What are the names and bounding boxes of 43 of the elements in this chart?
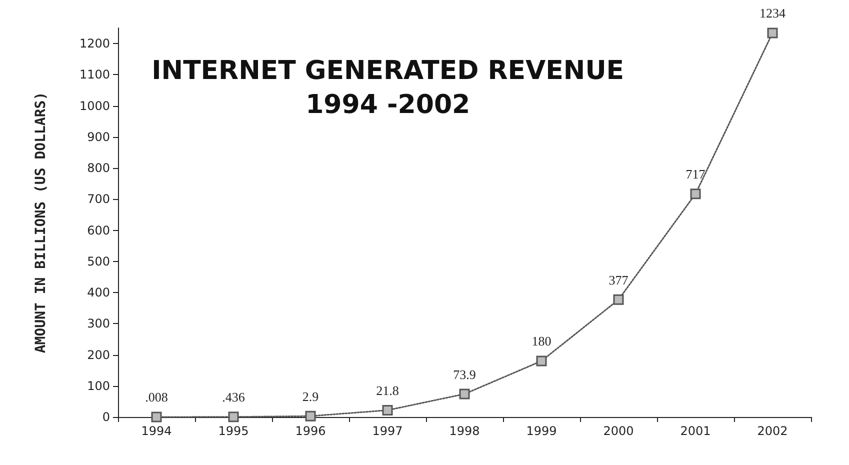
y-tick-label: 300 [87, 316, 110, 331]
text: 1994 -2002 [306, 90, 470, 120]
point [228, 412, 239, 422]
point [305, 410, 316, 422]
y-tick-label: 700 [87, 192, 110, 206]
x-tick-label: 1994 [141, 424, 172, 438]
x-tick-label: 2002 [757, 424, 788, 438]
y-tick-label: 800 [87, 161, 110, 176]
x-tick-label: 2001 [680, 424, 711, 438]
data-label: 2.9 [302, 388, 319, 404]
y-tick-label: 600 [87, 223, 110, 238]
y-tick-label: 900 [87, 130, 110, 144]
y-tick-label: 1000 [79, 98, 110, 113]
y-axis-title: AMOUNT IN BILLIONS (US DOLLARS) [33, 92, 49, 354]
x-tick-label: 1997 [372, 424, 403, 438]
x-tick-label: 1998 [449, 424, 480, 438]
point [536, 356, 547, 366]
y-tick-label: 1100 [79, 68, 110, 82]
data-label: 377 [608, 272, 629, 288]
text: INTERNET GENERATED REVENUE [152, 56, 624, 86]
data-label: .008 [145, 390, 168, 405]
data-label: 180 [532, 334, 552, 349]
x-tick-label: 1999 [526, 424, 557, 438]
data-label: 1234 [760, 6, 786, 21]
point [382, 404, 393, 416]
y-tick-label: 0 [102, 410, 110, 424]
x-tick-label: 1995 [218, 424, 249, 438]
point [767, 28, 778, 38]
y-tick-label: 1200 [79, 36, 110, 51]
y-tick-label: 400 [87, 286, 110, 300]
y-tick-label: 200 [87, 348, 110, 362]
point [459, 388, 470, 400]
data-label: 717 [686, 166, 706, 182]
data-label: 21.8 [376, 382, 399, 398]
point [151, 412, 162, 422]
y-tick-label: 500 [87, 254, 110, 268]
x-tick-label: 2000 [603, 424, 634, 438]
x-tick-label: 1996 [295, 424, 326, 438]
point [690, 188, 701, 200]
point [613, 294, 624, 305]
data-label: .436 [222, 390, 246, 405]
y-tick-label: 100 [87, 378, 110, 393]
data-label: 73.9 [453, 366, 476, 382]
